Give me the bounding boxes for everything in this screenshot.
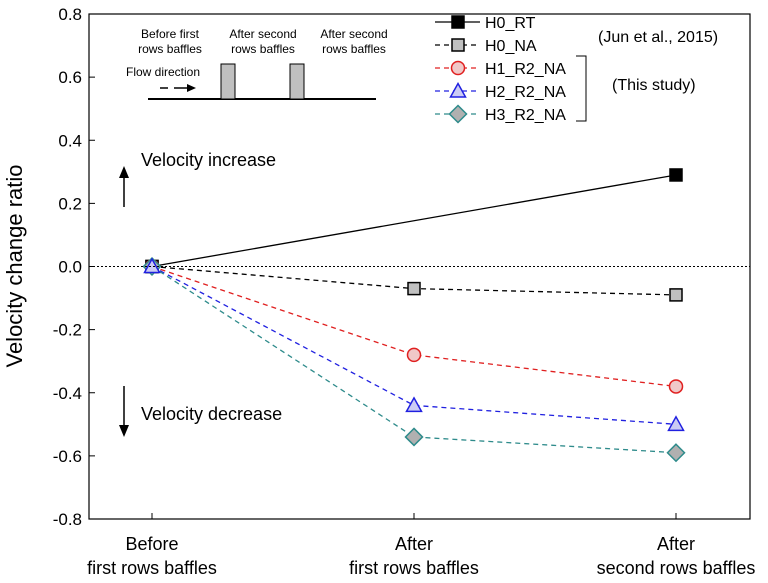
legend-group-label-this-study: (This study) [612,77,696,94]
x-tick-label: second rows baffles [597,558,756,578]
increase-arrow-head [119,166,129,178]
inset-label-after-l1: After second [320,27,387,41]
flow-direction-label: Flow direction [126,65,200,79]
data-point-h3-r2-na [666,443,686,463]
legend-group-label-jun: (Jun et al., 2015) [598,29,718,46]
y-tick-label: 0.6 [58,68,82,87]
data-point-h2-r2-na [667,415,685,432]
series-line-h2-r2-na [151,265,677,425]
baffle-second-row [289,63,305,100]
series-line-h3-r2-na [151,265,677,454]
y-tick-label: -0.4 [53,384,82,403]
data-point-h2-r2-na [143,257,161,274]
series-line-h0-rt [151,174,677,268]
legend-marker-h0-na [451,38,465,52]
decrease-label: Velocity decrease [141,404,282,424]
y-tick-label: -0.6 [53,447,82,466]
increase-label: Velocity increase [141,150,276,170]
data-point-h0-na [407,281,421,296]
legend-marker-h0-rt [451,15,465,29]
data-point-h2-r2-na [405,396,423,413]
x-tick-label: After [395,534,433,554]
flow-arrow-head [187,84,196,92]
x-tick-label: first rows baffles [87,558,217,578]
x-tick-label: Before [125,534,178,554]
legend-marker-h3-r2-na [448,104,468,124]
legend: H0_RT H0_NA H1_R2_NA H2_R2_NA H3_R2_NA [435,15,566,124]
y-tick-label: -0.8 [53,510,82,529]
inset-label-before-l1: Before first [141,27,200,41]
decrease-annotation: Velocity decrease [119,386,282,437]
baffle-inset: Before first rows baffles After second r… [126,27,388,100]
data-point-h0-rt [669,168,683,182]
legend-marker-h1-r2-na [450,60,466,76]
y-tick-label: 0.4 [58,131,82,150]
legend-marker-h2-r2-na [449,81,467,98]
legend-label-h0-rt: H0_RT [485,15,536,32]
decrease-arrow-head [119,425,129,437]
legend-label-h2-r2-na: H2_R2_NA [485,84,566,101]
legend-label-h1-r2-na: H1_R2_NA [485,61,566,78]
y-axis-label: Velocity change ratio [2,164,27,367]
data-point-h1-r2-na [406,347,422,363]
inset-label-mid-l2: rows baffles [231,42,295,56]
data-point-h3-r2-na [404,427,424,447]
legend-label-h0-na: H0_NA [485,38,537,55]
y-tick-label: 0.0 [58,258,82,277]
data-point-h1-r2-na [668,379,684,394]
x-tick-label: After [657,534,695,554]
inset-label-mid-l1: After second [229,27,296,41]
baffle-first-row [220,63,236,100]
y-tick-label: 0.2 [58,194,82,213]
legend-group-bracket [576,55,587,122]
y-tick-label: 0.8 [58,5,82,24]
y-tick-label: -0.2 [53,321,82,340]
legend-label-h3-r2-na: H3_R2_NA [485,107,566,124]
inset-label-before-l2: rows baffles [138,42,202,56]
data-point-h0-na [669,288,683,302]
inset-label-after-l2: rows baffles [322,42,386,56]
series-line-h1-r2-na [151,265,677,388]
x-tick-label: first rows baffles [349,558,479,578]
increase-annotation: Velocity increase [119,150,276,207]
